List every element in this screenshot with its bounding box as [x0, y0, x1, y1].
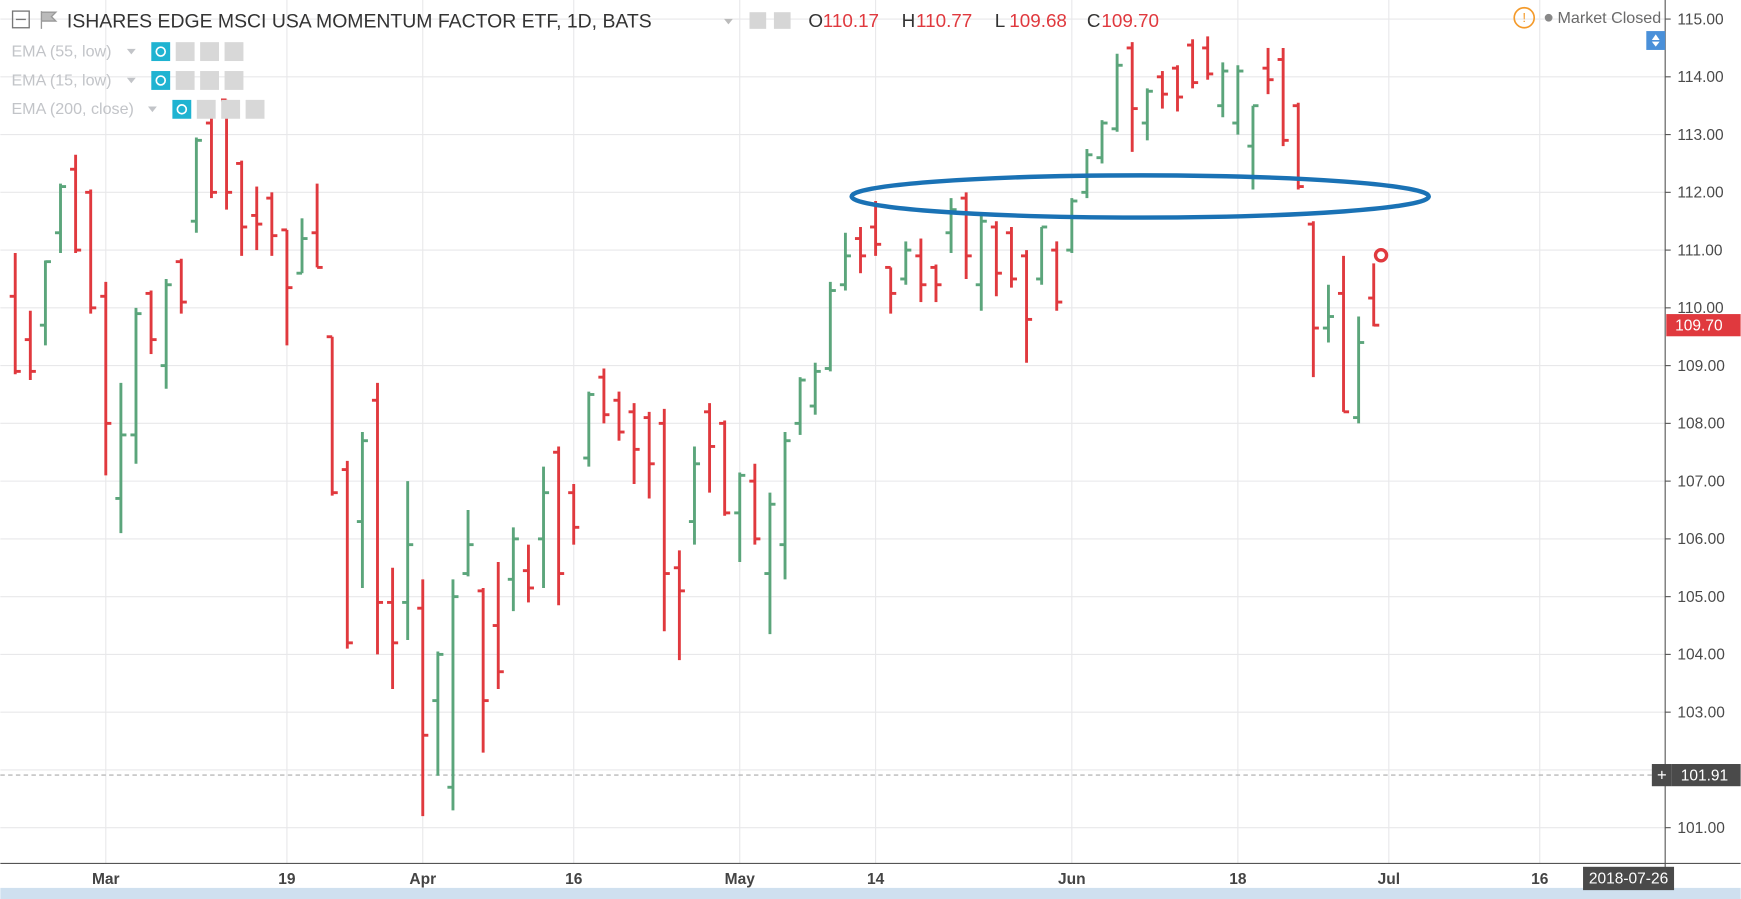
indicator-visibility[interactable]: [151, 71, 171, 90]
collapse-icon[interactable]: [11, 10, 30, 29]
crosshair-x-label: 2018-07-26: [1589, 871, 1668, 888]
y-tick-label: 104.00: [1677, 647, 1725, 664]
readout-key: C: [1087, 10, 1101, 31]
indicator-visibility[interactable]: [151, 42, 171, 62]
ohlc-readout: O 110.17 H 110.77 L 109.68 C 109.70: [808, 10, 1159, 31]
dropdown-icon[interactable]: [723, 18, 733, 25]
y-tick-label: 113.00: [1677, 127, 1724, 144]
crosshair-y-label: 101.91: [1681, 767, 1728, 784]
visibility-icon[interactable]: [749, 12, 767, 29]
last-price-box: [1666, 314, 1741, 337]
readout-value: 109.68: [1009, 10, 1067, 31]
bars: [9, 36, 1380, 817]
y-tick-label: 111.00: [1677, 242, 1723, 259]
ellipse-drawing[interactable]: [849, 173, 1431, 220]
readout-key: H: [902, 10, 916, 31]
y-tick-label: 107.00: [1677, 473, 1725, 490]
indicator-action[interactable]: [175, 71, 195, 90]
y-tick-label: 106.00: [1677, 531, 1725, 548]
indicator-label: EMA (55, low): [11, 42, 111, 60]
y-tick-label: 103.00: [1677, 704, 1725, 721]
last-price-label: 109.70: [1675, 317, 1723, 334]
symbol-title: ISHARES EDGE MSCI USA MOMENTUM FACTOR ET…: [67, 10, 652, 32]
readout-value: 110.17: [823, 10, 879, 31]
x-tick-label: Mar: [92, 871, 120, 888]
indicator-dropdown[interactable]: [126, 77, 136, 84]
y-tick-label: 105.00: [1677, 589, 1725, 606]
indicator-action[interactable]: [224, 42, 244, 62]
indicator-action[interactable]: [175, 42, 195, 62]
crosshair-plus: +: [1657, 766, 1667, 785]
x-tick-label: 16: [565, 871, 583, 888]
indicator-label: EMA (200, close): [11, 100, 133, 118]
y-tick-label: 112.00: [1677, 185, 1724, 202]
indicator-label: EMA (15, low): [11, 71, 111, 89]
market-status: Market Closed: [1558, 9, 1662, 27]
readout-key: L: [995, 10, 1006, 31]
y-tick-label: 115.00: [1677, 11, 1724, 28]
bottom-strip: [0, 887, 1741, 899]
indicator-eye: [155, 75, 167, 86]
crosshair-plus-box[interactable]: [1651, 764, 1672, 787]
x-tick-label: Apr: [409, 871, 436, 888]
y-tick-label: 108.00: [1677, 416, 1725, 433]
x-tick-label: 19: [278, 871, 296, 888]
x-tick-label: 16: [1531, 871, 1549, 888]
readout-value: 110.77: [916, 10, 972, 31]
flag-icon[interactable]: [40, 11, 58, 29]
axes: 101.00102.00103.00104.00105.00106.00107.…: [92, 11, 1741, 891]
x-tick-label: Jul: [1378, 871, 1400, 888]
x-tick-label: 18: [1229, 871, 1247, 888]
x-tick-label: May: [725, 871, 756, 888]
indicator-dropdown[interactable]: [147, 106, 157, 113]
y-tick-label: 101.00: [1677, 820, 1725, 837]
y-tick-label: 114.00: [1677, 69, 1724, 86]
crosshair-y-box: [1671, 764, 1741, 787]
indicator-eye: [155, 46, 167, 57]
grid: [0, 0, 1666, 864]
marker-drawing[interactable]: [1373, 248, 1389, 263]
status-icon-mark: !: [1522, 10, 1526, 25]
indicator-action[interactable]: [196, 99, 216, 119]
y-tick-label: 110.00: [1677, 300, 1724, 317]
indicator-action[interactable]: [221, 99, 241, 119]
indicator-legend: EMA (55, low) EMA (15, low) EMA (200, clos…: [11, 42, 265, 119]
y-tick-label: 109.00: [1677, 358, 1725, 375]
scale-icon[interactable]: [1646, 31, 1666, 50]
readout-value: 109.70: [1101, 10, 1159, 31]
settings-icon[interactable]: [773, 12, 791, 29]
indicator-action[interactable]: [200, 71, 220, 90]
crosshair-x-box: [1583, 866, 1675, 891]
indicator-action[interactable]: [245, 99, 265, 119]
status-icon[interactable]: [1513, 6, 1536, 29]
x-tick-label: 14: [867, 871, 885, 888]
readout-key: O: [808, 10, 823, 31]
indicator-action[interactable]: [200, 42, 220, 62]
indicator-action[interactable]: [224, 71, 244, 90]
x-tick-label: Jun: [1058, 871, 1086, 888]
status-dot: [1544, 13, 1553, 22]
indicator-visibility[interactable]: [172, 99, 192, 119]
indicator-dropdown[interactable]: [126, 48, 136, 55]
indicator-eye: [176, 104, 188, 115]
scale-icon-arrows: [1651, 34, 1660, 47]
